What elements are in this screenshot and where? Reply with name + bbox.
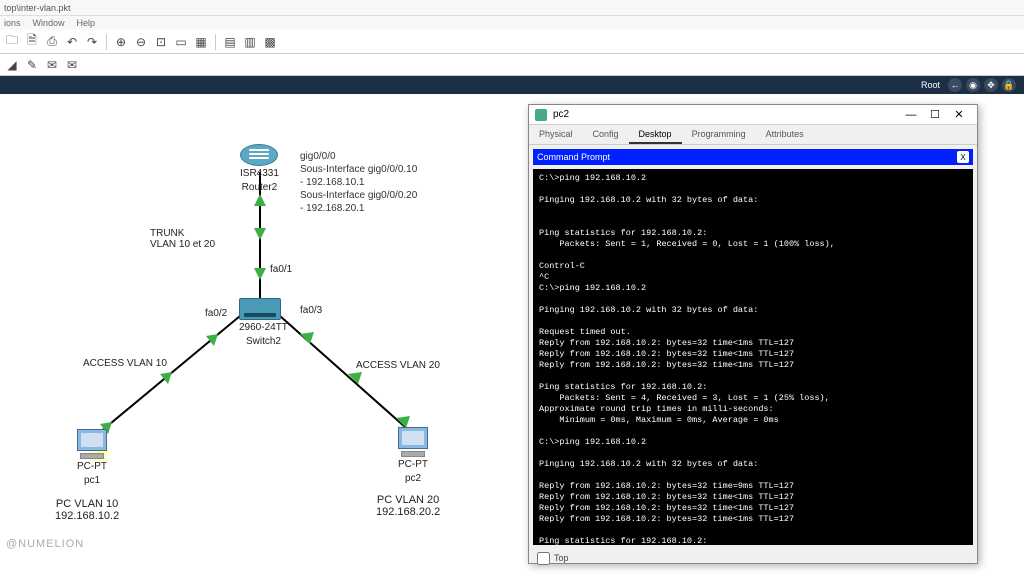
switch-name: Switch2: [239, 336, 288, 348]
pc1-name: pc1: [75, 475, 109, 487]
trunk-label: TRUNK VLAN 10 et 20: [150, 228, 215, 250]
back-icon[interactable]: ←: [948, 78, 962, 92]
terminal-output[interactable]: C:\>ping 192.168.10.2 Pinging 192.168.10…: [533, 169, 973, 545]
app-title: top\inter-vlan.pkt: [4, 3, 71, 13]
pc2-device[interactable]: PC-PT pc2: [396, 427, 430, 485]
pc1-model: PC-PT: [75, 461, 109, 473]
open-envelope-icon[interactable]: ✉: [64, 57, 80, 73]
list-icon[interactable]: ▥: [242, 34, 258, 50]
pc2-name: pc2: [396, 473, 430, 485]
globe-icon[interactable]: ◉: [966, 78, 980, 92]
watermark: @NUMELION: [6, 538, 84, 550]
access-vlan10-label: ACCESS VLAN 10: [83, 358, 167, 369]
router-config-annotation: gig0/0/0 Sous-Interface gig0/0/0.10 - 19…: [300, 150, 417, 215]
window-tabs: Physical Config Desktop Programming Attr…: [529, 125, 977, 145]
port-label-fa02: fa0/2: [205, 308, 227, 319]
tab-attributes[interactable]: Attributes: [756, 125, 814, 144]
pc2-model: PC-PT: [396, 459, 430, 471]
switch-model: 2960-24TT: [239, 322, 288, 334]
window-title: pc2: [553, 109, 899, 120]
switch-icon: [239, 298, 281, 320]
root-label: Root: [921, 80, 940, 90]
tab-physical[interactable]: Physical: [529, 125, 583, 144]
access-vlan20-label: ACCESS VLAN 20: [356, 360, 440, 371]
window-icon: [535, 109, 547, 121]
separator: [215, 34, 216, 50]
pc2-config-window[interactable]: pc2 — ☐ ✕ Physical Config Desktop Progra…: [528, 104, 978, 564]
pc2-vlan-info: PC VLAN 20 192.168.20.2: [376, 494, 440, 518]
port-label-fa03: fa0/3: [300, 305, 322, 316]
command-prompt-header[interactable]: Command Prompt X: [533, 149, 973, 165]
minimize-button[interactable]: —: [899, 107, 923, 123]
close-button[interactable]: ✕: [947, 107, 971, 123]
port-label-fa01: fa0/1: [270, 264, 292, 275]
print-icon[interactable]: ⎙: [44, 34, 60, 50]
app-titlebar: top\inter-vlan.pkt: [0, 0, 1024, 16]
router-model: ISR4331: [240, 168, 279, 180]
rect-icon[interactable]: ▭: [173, 34, 189, 50]
redo-icon[interactable]: ↷: [84, 34, 100, 50]
note-icon[interactable]: ▤: [222, 34, 238, 50]
tab-desktop[interactable]: Desktop: [629, 125, 682, 144]
undo-icon[interactable]: ↶: [64, 34, 80, 50]
window-titlebar[interactable]: pc2 — ☐ ✕: [529, 105, 977, 125]
folder-icon[interactable]: 🗀: [4, 34, 20, 50]
pc1-vlan-info: PC VLAN 10 192.168.10.2: [55, 498, 119, 522]
maximize-button[interactable]: ☐: [923, 107, 947, 123]
menubar: ions Window Help: [0, 16, 1024, 30]
top-label: Top: [554, 553, 569, 563]
pc-icon: [75, 429, 109, 459]
tile-icon[interactable]: ▩: [262, 34, 278, 50]
main-toolbar: 🗀 🗎 ⎙ ↶ ↷ ⊕ ⊖ ⊡ ▭ ▦ ▤ ▥ ▩: [0, 30, 1024, 54]
tab-config[interactable]: Config: [583, 125, 629, 144]
zoom-in-icon[interactable]: ⊕: [113, 34, 129, 50]
tool-icon[interactable]: ◢: [4, 57, 20, 73]
save-icon[interactable]: 🗎: [24, 34, 40, 50]
window-footer: Top: [529, 549, 977, 567]
move-icon[interactable]: ✥: [984, 78, 998, 92]
pc-icon: [396, 427, 430, 457]
grid-icon[interactable]: ▦: [193, 34, 209, 50]
pc1-device[interactable]: PC-PT pc1: [75, 429, 109, 487]
command-prompt-close-button[interactable]: X: [957, 151, 969, 163]
zoom-fit-icon[interactable]: ⊡: [153, 34, 169, 50]
menu-item[interactable]: Help: [77, 18, 96, 28]
menu-item[interactable]: ions: [4, 18, 21, 28]
secondary-toolbar: ◢ ✎ ✉ ✉: [0, 54, 1024, 76]
menu-item[interactable]: Window: [33, 18, 65, 28]
router-device[interactable]: ISR4331 Router2: [240, 144, 279, 194]
zoom-out-icon[interactable]: ⊖: [133, 34, 149, 50]
brush-icon[interactable]: ✎: [24, 57, 40, 73]
router-name: Router2: [240, 182, 279, 194]
tab-programming[interactable]: Programming: [682, 125, 756, 144]
navigation-bar: Root ← ◉ ✥ 🔒: [0, 76, 1024, 94]
command-prompt-title: Command Prompt: [537, 152, 610, 162]
switch-device[interactable]: 2960-24TT Switch2: [239, 298, 288, 348]
top-checkbox[interactable]: [537, 552, 550, 565]
separator: [106, 34, 107, 50]
router-icon: [240, 144, 278, 166]
lock-icon[interactable]: 🔒: [1002, 78, 1016, 92]
envelope-icon[interactable]: ✉: [44, 57, 60, 73]
